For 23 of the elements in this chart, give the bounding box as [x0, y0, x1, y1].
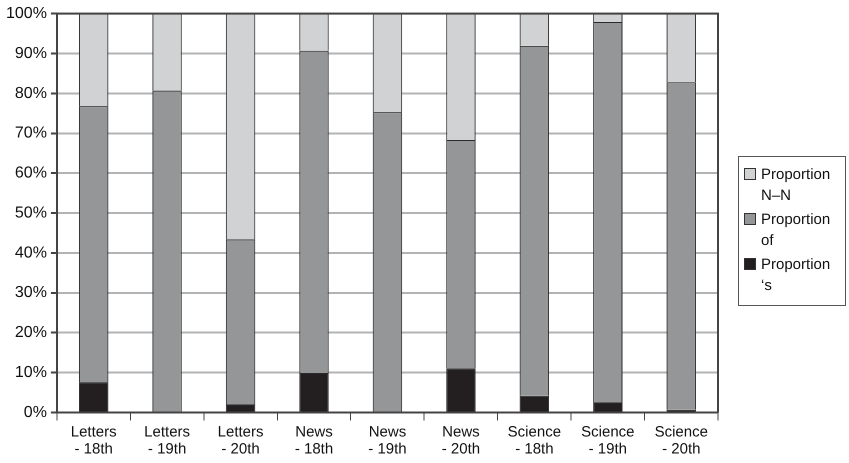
- x-tick-label: News - 18th: [294, 423, 334, 458]
- y-tick-label: 60%: [14, 164, 47, 182]
- x-tick-label: Science - 19th: [581, 423, 635, 458]
- y-tick-label: 70%: [14, 124, 47, 142]
- y-tick-label: 100%: [6, 5, 47, 22]
- y-tick-label: 80%: [14, 84, 47, 102]
- x-tick-label: Letters - 19th: [144, 423, 190, 458]
- y-tick-label: 90%: [14, 44, 47, 62]
- y-tick-label: 0%: [24, 404, 47, 421]
- y-tick-label: 10%: [14, 364, 47, 382]
- x-tick-label: News - 20th: [442, 423, 480, 458]
- x-tick-label: News - 19th: [368, 423, 407, 458]
- y-tick-label: 20%: [14, 324, 47, 342]
- legend-label: Proportion of: [761, 210, 832, 251]
- x-tick-label: Letters - 18th: [70, 423, 117, 458]
- y-tick-label: 30%: [14, 284, 47, 302]
- x-tick-label: Letters - 20th: [218, 423, 264, 458]
- x-tick-label: Science - 20th: [654, 423, 708, 458]
- y-tick-label: 40%: [14, 244, 47, 262]
- y-tick-label: 50%: [14, 204, 47, 222]
- legend-label: Proportion N–N: [761, 165, 832, 206]
- x-tick-label: Science - 18th: [508, 423, 562, 458]
- legend-label: Proportion ‘s: [761, 255, 832, 296]
